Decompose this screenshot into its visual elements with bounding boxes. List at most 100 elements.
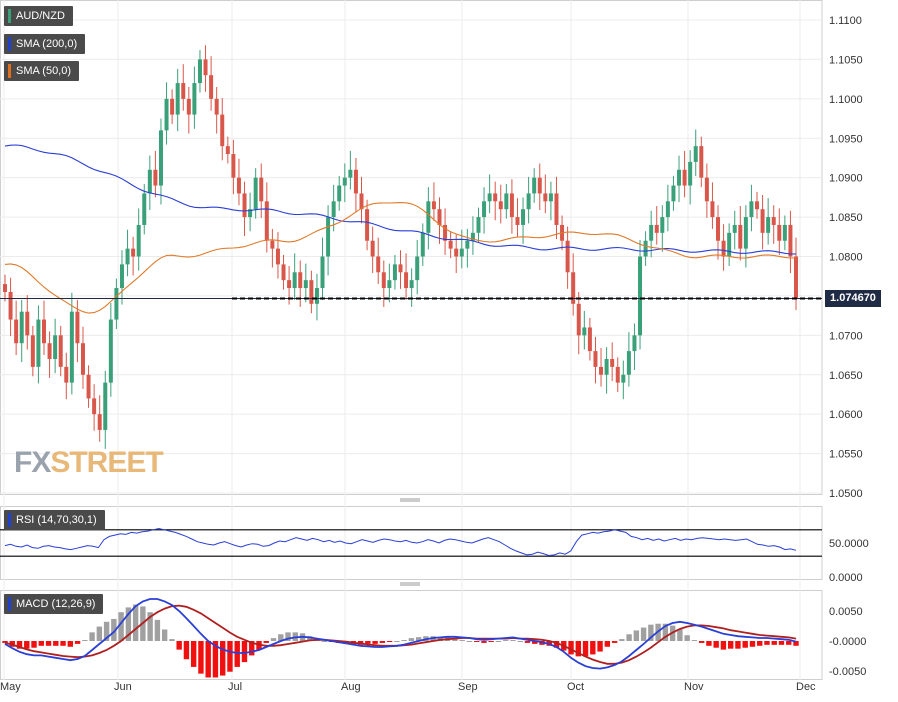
- macd-histogram-bar: [517, 641, 523, 642]
- candle-body: [398, 264, 403, 273]
- legend-audnzd[interactable]: AUD/NZD: [4, 6, 73, 26]
- candle-body: [704, 177, 709, 202]
- candle-body: [743, 217, 748, 249]
- candle-body: [170, 98, 175, 115]
- macd-histogram-bar: [67, 641, 74, 647]
- macd-histogram-bar: [190, 641, 197, 667]
- candle-body: [97, 414, 102, 430]
- macd-histogram-bar: [169, 639, 175, 641]
- candle-body: [509, 193, 514, 218]
- macd-histogram-bar: [198, 641, 204, 674]
- legend-rsi[interactable]: RSI (14,70,30,1): [4, 510, 105, 530]
- macd-histogram-bar: [220, 641, 226, 676]
- candle-body: [142, 193, 147, 225]
- macd-histogram-bar: [619, 639, 625, 641]
- macd-histogram-bar: [96, 626, 103, 641]
- candle-body: [593, 351, 598, 367]
- macd-histogram-bar: [147, 612, 153, 641]
- candle-body: [3, 284, 7, 292]
- candle-body: [53, 335, 58, 359]
- candle-body: [682, 169, 687, 186]
- macd-histogram-bar: [103, 621, 110, 641]
- candle-body: [487, 193, 492, 202]
- price-tick-label: 1.0600: [829, 409, 863, 421]
- candle-body: [654, 224, 659, 233]
- candle-body: [69, 311, 74, 383]
- candle-body: [543, 193, 548, 202]
- macd-histogram-bar: [553, 641, 560, 648]
- macd-histogram-bar: [53, 641, 59, 646]
- price-tick-label: 1.0800: [829, 252, 863, 264]
- macd-histogram-bar: [24, 641, 30, 649]
- candle-body: [643, 240, 648, 257]
- legend-sma50[interactable]: SMA (50,0): [4, 61, 80, 81]
- macd-histogram-bar: [452, 638, 458, 641]
- candle-body: [353, 169, 358, 194]
- candle-body: [777, 224, 782, 241]
- candle-body: [342, 177, 347, 186]
- candle-body: [114, 288, 119, 320]
- macd-histogram-bar: [321, 641, 327, 642]
- candle-body: [8, 291, 13, 320]
- candle-body: [259, 177, 264, 202]
- legend-sma200[interactable]: SMA (200,0): [4, 34, 86, 54]
- macd-histogram-bar: [401, 640, 407, 642]
- macd-histogram-bar: [575, 641, 581, 657]
- macd-histogram-bar: [691, 640, 698, 642]
- candle-body: [738, 224, 743, 249]
- candle-body: [387, 280, 392, 289]
- macd-histogram-bar: [132, 604, 139, 641]
- macd-histogram-bar: [510, 640, 516, 642]
- candle-body: [454, 248, 459, 257]
- rsi-tick-label: 50.0000: [829, 538, 869, 550]
- candle-body: [788, 224, 793, 257]
- legend-macd[interactable]: MACD (12,26,9): [4, 594, 104, 614]
- candle-body: [443, 224, 448, 241]
- price-tick-label: 1.0850: [829, 212, 863, 224]
- macd-histogram-bar: [2, 641, 8, 643]
- macd-histogram-bar: [118, 612, 124, 641]
- macd-tick-label: 0.0050: [829, 606, 863, 618]
- macd-histogram-bar: [379, 641, 386, 643]
- candle-body: [587, 327, 592, 352]
- legend-swatch-rsi: [8, 513, 11, 527]
- candle-body: [493, 193, 498, 202]
- candle-body: [437, 209, 442, 225]
- candle-body: [175, 83, 180, 115]
- candle-body: [677, 169, 682, 186]
- macd-histogram-bar: [45, 641, 52, 646]
- macd-histogram-bar: [176, 641, 182, 650]
- candle-body: [599, 366, 604, 375]
- candle-body: [565, 240, 570, 273]
- macd-histogram-bar: [633, 630, 640, 641]
- macd-histogram-bar: [611, 641, 618, 643]
- macd-histogram-bar: [307, 636, 313, 641]
- candle-body: [766, 217, 771, 233]
- macd-histogram-bar: [263, 641, 269, 643]
- candle-body: [409, 280, 414, 289]
- macd-histogram-bar: [408, 638, 415, 641]
- legend-swatch-audnzd: [8, 9, 11, 23]
- candle-body: [320, 256, 325, 289]
- candle-body: [771, 217, 776, 225]
- macd-histogram-bar: [415, 637, 422, 641]
- macd-histogram-bar: [524, 641, 531, 643]
- macd-histogram-bar: [386, 641, 393, 642]
- x-tick-label: Sep: [458, 681, 478, 693]
- candle-body: [275, 248, 280, 265]
- macd-histogram-bar: [161, 629, 168, 641]
- macd-histogram-bar: [503, 640, 509, 642]
- macd-line: [4, 598, 797, 670]
- candle-body: [41, 319, 46, 344]
- candle-body: [604, 358, 609, 375]
- candle-body: [476, 217, 481, 233]
- macd-histogram-bar: [227, 641, 233, 672]
- macd-histogram-bar: [212, 641, 219, 678]
- candle-body: [103, 382, 108, 430]
- macd-histogram-bar: [365, 641, 371, 644]
- macd-histogram-bar: [278, 634, 284, 641]
- candle-body: [688, 161, 693, 186]
- candle-body: [576, 303, 581, 336]
- candle-body: [86, 374, 91, 399]
- candle-body: [236, 177, 241, 194]
